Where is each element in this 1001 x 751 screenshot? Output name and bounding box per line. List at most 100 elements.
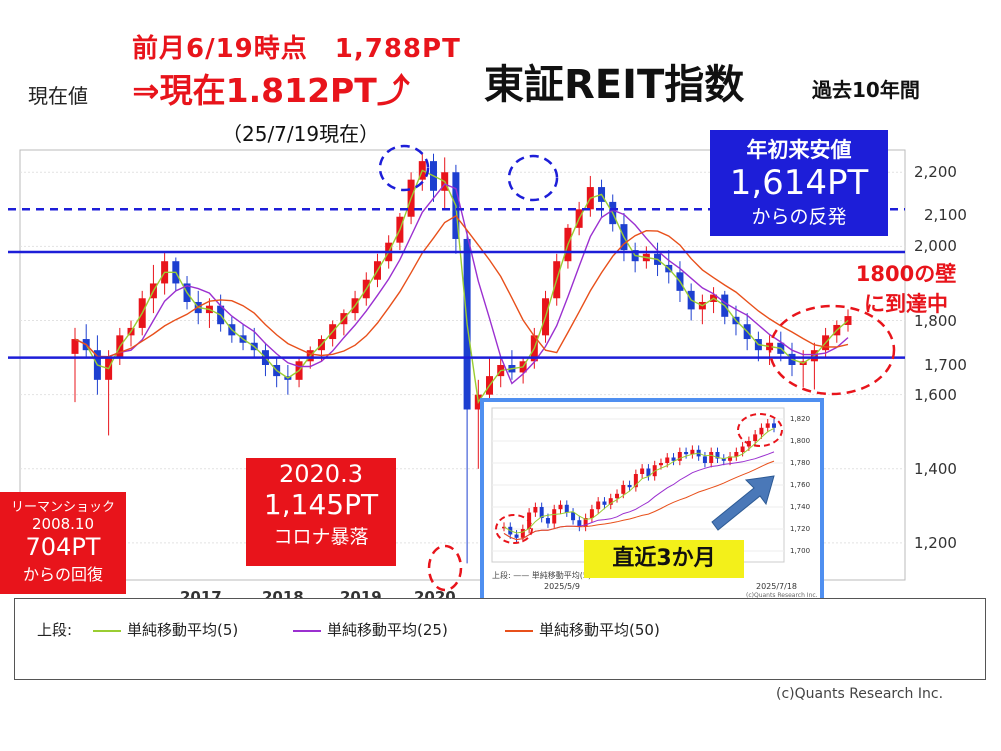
legend-item-sma25: 単純移動平均(25) (285, 619, 448, 640)
covid-crash-callout: 2020.3 1,145PT コロナ暴落 (246, 458, 396, 566)
inset-candle-body (589, 509, 594, 518)
peak-2021-circle (507, 154, 559, 202)
lehman-date: 2008.10 (31, 515, 95, 533)
inset-candle-body (665, 457, 670, 463)
inset-legend: 上段: —— 単純移動平均(5) (492, 571, 592, 580)
lehman-desc: からの回復 (22, 565, 103, 584)
lehman-callout: リーマンショック 2008.10 704PT からの回復 (0, 492, 126, 594)
inset-end-circle (737, 413, 783, 447)
inset-y-tick-label: 1,740 (790, 503, 811, 511)
inset-candle-body (658, 463, 663, 466)
inset-candle-body (533, 507, 538, 513)
inset-candle-body (552, 509, 557, 524)
inset-y-tick-label: 1,760 (790, 481, 811, 489)
inset-candle-body (621, 485, 626, 494)
inset-y-tick-label: 1,820 (790, 415, 811, 423)
sma5-line (74, 169, 849, 405)
inset-candle-body (772, 423, 776, 428)
candle-body (71, 339, 79, 354)
inset-recent-3-months: 1,820 1,800 1,780 1,760 1,740 1,720 1,700 2025… (480, 398, 824, 606)
legend-swatch-sma5 (93, 629, 121, 632)
legend-prefix: 上段: (37, 621, 73, 639)
ytd-low-title: 年初来安値 (746, 138, 852, 162)
y-tick-label: 1,200 (914, 533, 957, 552)
current-level-circle (768, 304, 896, 396)
legend-label-sma50: 単純移動平均(50) (539, 621, 660, 639)
ytd-low-desc: からの反発 (751, 206, 847, 228)
legend-item-sma5: 単純移動平均(5) (85, 619, 238, 640)
inset-candle-body (615, 493, 620, 499)
inset-candle-body (596, 501, 601, 510)
inset-y-tick-label: 1,800 (790, 437, 811, 445)
covid-value: 1,145PT (263, 488, 379, 521)
inset-y-tick-label: 1,700 (790, 547, 811, 555)
ytd-low-callout: 年初来安値 1,614PT からの反発 (710, 130, 888, 236)
inset-candle-body (577, 520, 582, 527)
inset-candle-body (690, 449, 695, 455)
inset-candle-body (734, 452, 739, 457)
inset-candle-body (558, 504, 563, 510)
inset-candle-body (715, 452, 720, 459)
inset-candle-body (740, 446, 745, 452)
covid-desc: コロナ暴落 (273, 526, 369, 548)
legend-label-sma25: 単純移動平均(25) (327, 621, 448, 639)
legend-label-sma5: 単純移動平均(5) (127, 621, 239, 639)
inset-candle-body (702, 456, 707, 463)
inset-trend-arrow (711, 475, 775, 531)
inset-candle-body (671, 457, 676, 461)
inset-start-circle (495, 514, 533, 544)
ytd-low-value: 1,614PT (729, 163, 869, 203)
inset-candle-body (709, 452, 714, 463)
inset-y-tick-label: 1,780 (790, 459, 811, 467)
y-tick-label: 2,000 (914, 237, 957, 256)
inset-candle-body (608, 498, 613, 505)
y-tick-label: 2,200 (914, 163, 957, 182)
page-subtitle: 過去10年間 (812, 78, 920, 102)
sma25-line (74, 183, 849, 385)
reference-label-1700: 1,700 (924, 356, 967, 374)
inset-candle-body (633, 474, 638, 488)
inset-candle-body (759, 427, 764, 435)
inset-candle-body (753, 434, 758, 441)
inset-x-tick-0: 2025/5/9 (544, 582, 580, 591)
inset-candle-body (677, 452, 682, 461)
inset-title: 直近3か月 (584, 540, 744, 578)
sma50-line (74, 214, 849, 358)
previous-month-value: 前月6/19時点 1,788PT (132, 34, 461, 64)
inset-candle-body (514, 534, 519, 538)
legend-swatch-sma25 (293, 629, 321, 632)
inset-candle-body (640, 468, 645, 474)
inset-candle-body (646, 468, 651, 477)
inset-candle-body (520, 529, 525, 538)
y-tick-label: 1,800 (914, 311, 957, 330)
inset-candle-body (602, 501, 607, 505)
current-value: ⇒現在1.812PT⤴ (132, 71, 410, 110)
inset-candle-body (564, 504, 569, 513)
wall-1800-callout: 1800の壁 に到達中 (826, 258, 986, 318)
covid-date: 2020.3 (279, 460, 363, 488)
current-value-label: 現在値 (28, 84, 88, 108)
credit-text: (c)Quants Research Inc. (776, 686, 944, 702)
inset-chart (491, 407, 785, 563)
chart-legend: 上段: 単純移動平均(5) 単純移動平均(25) 単純移動平均(50) (14, 598, 986, 680)
y-tick-label: 1,400 (914, 459, 957, 478)
inset-y-tick-label: 1,720 (790, 525, 811, 533)
wall-1800-desc: に到達中 (864, 292, 948, 316)
inset-candle-body (721, 458, 726, 461)
inset-candle-body (684, 452, 689, 455)
as-of-date: （25/7/19現在） (222, 122, 380, 146)
inset-candle-body (502, 526, 506, 529)
peak-2019-circle (378, 144, 430, 192)
covid-low-circle (427, 544, 463, 592)
inset-candle-body (728, 456, 733, 461)
legend-swatch-sma50 (505, 629, 533, 632)
page-title: 東証REIT指数 (484, 62, 745, 108)
lehman-value: 704PT (25, 533, 101, 561)
inset-candle-body (765, 423, 770, 428)
inset-candle-body (545, 518, 550, 524)
inset-candle-body (571, 512, 576, 521)
wall-1800-title: 1800の壁 (855, 262, 957, 286)
inset-candle-body (583, 518, 588, 527)
inset-credit: (c)Quants Research Inc. (746, 592, 818, 599)
inset-x-tick-1: 2025/7/18 (756, 582, 798, 591)
